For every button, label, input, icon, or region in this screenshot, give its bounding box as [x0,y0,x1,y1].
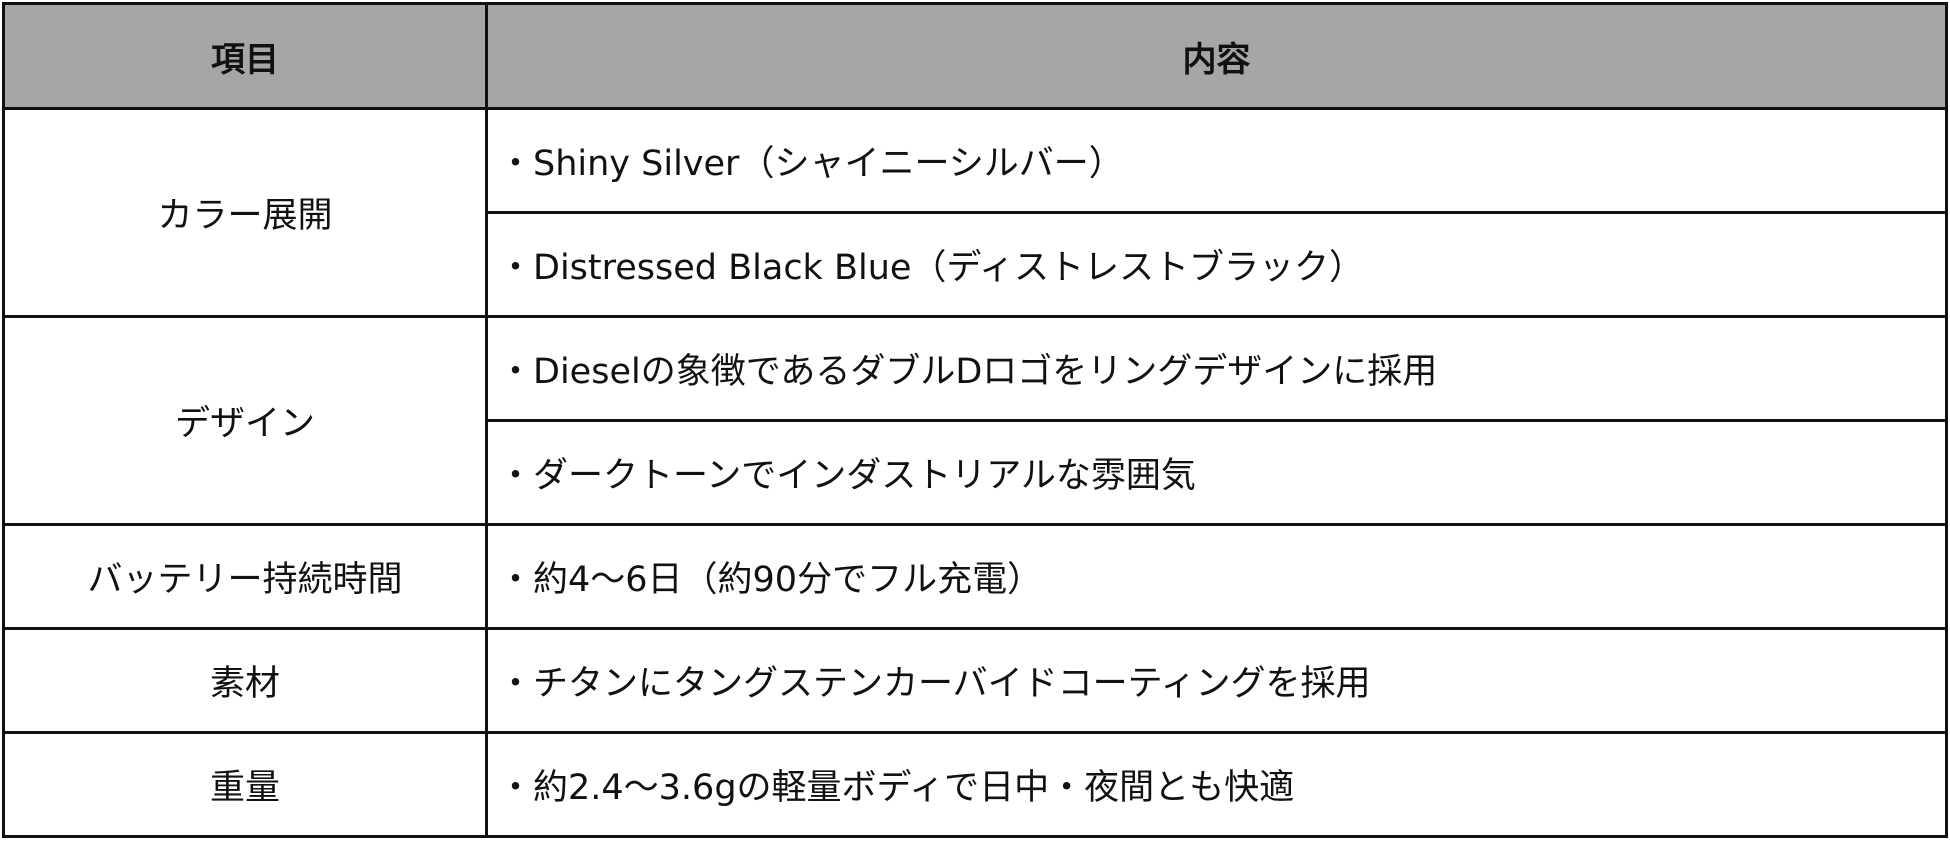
table-row: カラー展開 ・Shiny Silver（シャイニーシルバー） [2,107,1948,318]
content-cell: ・ダークトーンでインダストリアルな雰囲気 [485,419,1948,526]
content-cell: ・約4〜6日（約90分でフル充電） [485,523,1948,630]
table-row: デザイン ・Dieselの象徴であるダブルDロゴをリングデザインに採用 [2,315,1948,526]
item-cell: デザイン [2,315,488,526]
content-cell: ・Shiny Silver（シャイニーシルバー） [485,107,1948,214]
header-item: 項目 [2,2,488,110]
header-content: 内容 [485,2,1948,110]
table-row: ・ダークトーンでインダストリアルな雰囲気 [4,419,1948,526]
table-row: 素材 ・チタンにタングステンカーバイドコーティングを採用 [2,627,1948,734]
table-row: ・Distressed Black Blue（ディストレストブラック） [4,211,1948,318]
table-row: バッテリー持続時間 ・約4〜6日（約90分でフル充電） [2,523,1948,630]
content-cell: ・Distressed Black Blue（ディストレストブラック） [485,211,1948,318]
table-header-row: 項目 内容 [2,2,1948,110]
item-cell: カラー展開 [2,107,488,318]
item-cell: 素材 [2,627,488,734]
content-cell: ・約2.4〜3.6gの軽量ボディで日中・夜間とも快適 [485,731,1948,838]
content-cell: ・チタンにタングステンカーバイドコーティングを採用 [485,627,1948,734]
content-cell: ・Dieselの象徴であるダブルDロゴをリングデザインに採用 [485,315,1948,422]
item-cell: 重量 [2,731,488,838]
item-cell: バッテリー持続時間 [2,523,488,630]
table-row: 重量 ・約2.4〜3.6gの軽量ボディで日中・夜間とも快適 [2,731,1948,838]
spec-table: 項目 内容 カラー展開 ・Shiny Silver（シャイニーシルバー） ・Di… [2,2,1948,838]
